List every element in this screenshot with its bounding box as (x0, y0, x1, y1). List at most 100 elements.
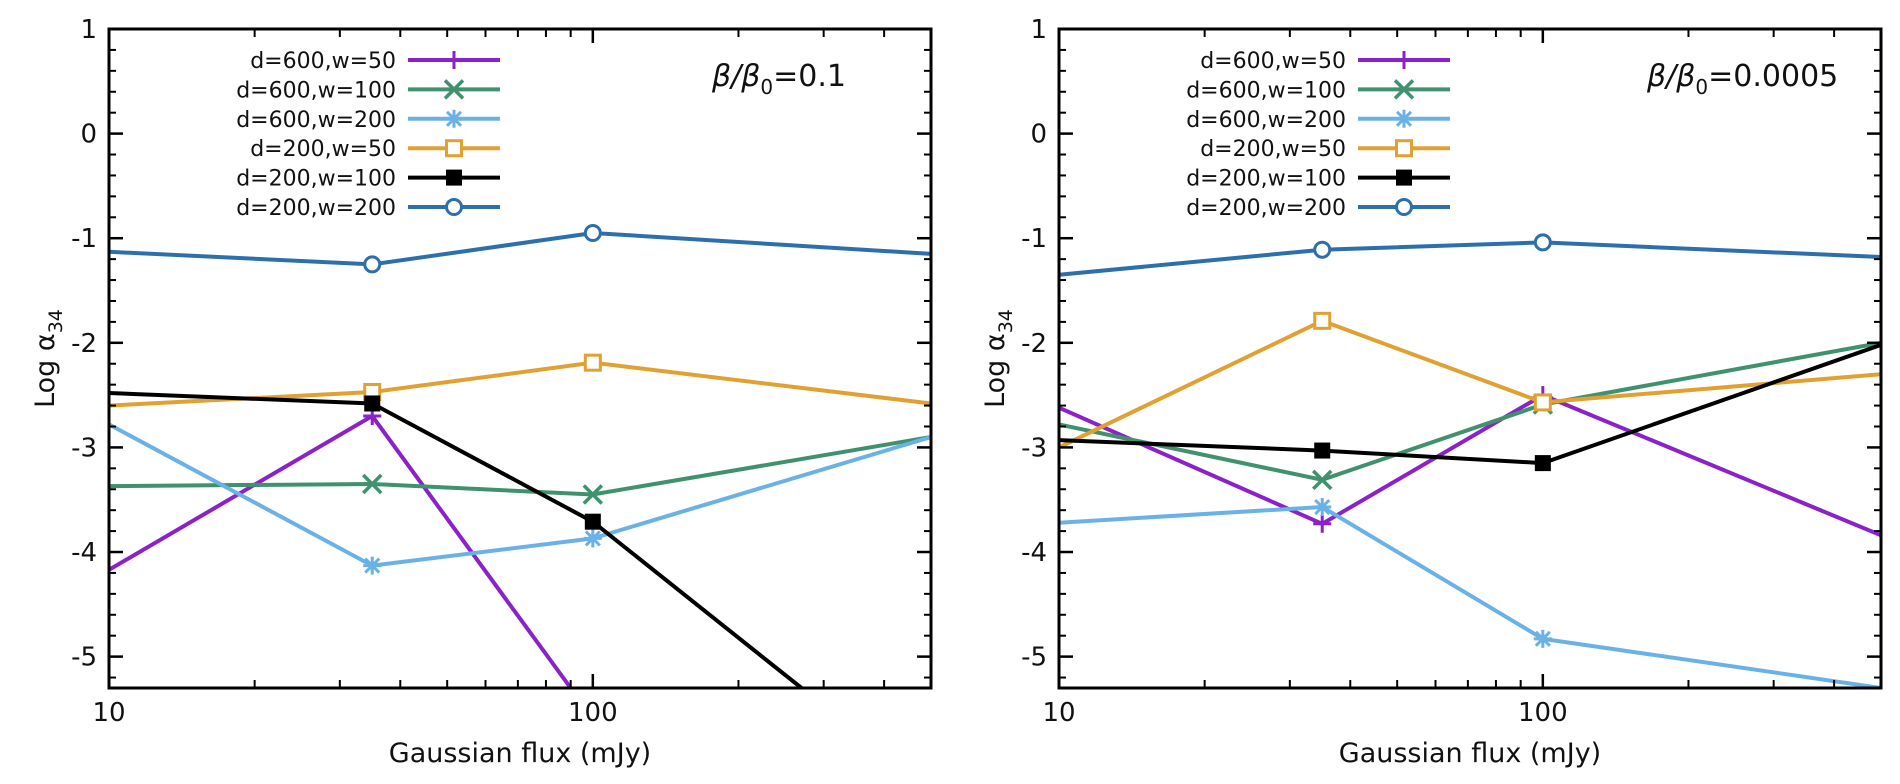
panel-1-legend-marker-5 (446, 169, 462, 186)
panel-2-series-2-point-1 (1311, 469, 1333, 491)
panel-2-plot-frame (1057, 27, 1883, 690)
panel-1-series-line-2 (109, 435, 931, 497)
panel-2-series-3 (1059, 498, 1881, 688)
panel-2-legend-label-3: d=600,w=200 (1186, 108, 1346, 133)
panel-1-series-line-5 (109, 391, 803, 688)
panel-1-series-3 (109, 422, 931, 575)
panel-2-ytick-label-4: -2 (1021, 329, 1047, 359)
panel-2-series-6 (1059, 233, 1881, 277)
panel-2-annotation-suffix: =0.0005 (1708, 59, 1838, 94)
panel-1-series-line-6 (109, 230, 931, 267)
panel-1-legend-label-4: d=200,w=50 (250, 137, 396, 162)
panel-2-ytick-label-7: -5 (1021, 643, 1047, 673)
panel-1-series-3-point-1 (363, 556, 382, 575)
panel-1-ytick-label-7: -5 (71, 643, 97, 673)
panel-1-ytick-label-1: 1 (80, 15, 97, 45)
panel-2-y-axis-title: Log α34 (980, 309, 1017, 408)
panel-2-legend-label-1: d=600,w=50 (1200, 49, 1346, 74)
panel-2-ytick-label-1: 1 (1030, 15, 1047, 45)
panel-2-y-axis-title-base: Log α (980, 333, 1011, 408)
panel-2-ytick-label-6: -4 (1021, 538, 1047, 568)
panel-2-series-line-1 (1059, 392, 1881, 538)
panel-1-ytick-label-4: -2 (71, 329, 97, 359)
panel-2-legend-label-2: d=600,w=100 (1186, 78, 1346, 103)
panel-2-series-3-point-2 (1533, 629, 1552, 648)
panel-1-annotation-suffix: =0.1 (773, 59, 846, 94)
panel-1-legend-label-6: d=200,w=200 (236, 196, 396, 221)
panel-1-series-2 (109, 435, 931, 505)
panel-2-series-5-point-1 (1314, 442, 1331, 459)
panel-2-series-2 (1059, 340, 1881, 491)
panel-2-legend-marker-4 (1395, 139, 1413, 158)
panel-1-series-6-point-2 (583, 223, 602, 242)
panel-1-annotation-prefix: β/β (711, 59, 760, 94)
panel-2-annotation-sub: 0 (1695, 75, 1708, 99)
panel-2-series-6-point-2 (1533, 233, 1552, 252)
panel-2-legend-marker-6 (1395, 198, 1413, 216)
panel-1-ytick-label-3: -1 (71, 224, 97, 254)
panel-1-legend-marker-2 (443, 79, 465, 100)
panel-2-series-4-point-1 (1313, 311, 1332, 330)
panel-2-series-line-5 (1059, 343, 1881, 466)
panel-1-legend-label-2: d=600,w=100 (236, 78, 396, 103)
panel-2-legend-marker-5 (1396, 169, 1412, 186)
panel-2-annotation: β/β0=0.0005 (1646, 59, 1838, 99)
panel-1-x-axis-title: Gaussian flux (mJy) (389, 738, 651, 769)
panel-1-legend-label-3: d=600,w=200 (236, 108, 396, 133)
panel-1-series-line-1 (109, 413, 573, 688)
panel-1-ytick-label-5: -3 (71, 433, 97, 463)
panel-1-series-6-point-1 (363, 255, 382, 274)
panel-2-series-5 (1059, 343, 1881, 472)
panel-2-legend-marker-2 (1393, 79, 1415, 100)
panel-1-legend-label-1: d=600,w=50 (250, 49, 396, 74)
panel-1-series-5-point-1 (364, 395, 381, 412)
panel-1-y-axis-title-sub: 34 (45, 309, 67, 333)
panel-2-ytick-label-2: 0 (1030, 120, 1047, 150)
panel-2-xtick-label-2: 100 (1518, 698, 1568, 728)
panel-1-y-axis-title: Log α34 (30, 309, 67, 408)
panel-1-legend-marker-3 (445, 109, 463, 128)
panel-2-legend-label-5: d=200,w=100 (1186, 167, 1346, 192)
panel-2-series-line-6 (1059, 240, 1881, 277)
panel-2-y-axis-title-sub: 34 (995, 309, 1017, 333)
panel-2-annotation-prefix: β/β (1646, 59, 1695, 94)
panel-1-annotation-sub: 0 (760, 75, 773, 99)
panel-2-series-5-point-2 (1534, 455, 1551, 472)
panel-1-xtick-label-1: 10 (92, 698, 125, 728)
panel-2-legend-label-4: d=200,w=50 (1200, 137, 1346, 162)
panel-1-ytick-label-6: -4 (71, 538, 97, 568)
panel-2-series-line-4 (1059, 318, 1881, 450)
panel-1-series-3-point-2 (583, 529, 602, 548)
panel-1-legend-marker-4 (445, 139, 463, 158)
panel-2-xtick-label-1: 10 (1042, 698, 1075, 728)
panel-1-series-2-point-2 (582, 484, 604, 505)
panel-1-y-axis-title-base: Log α (30, 333, 61, 408)
panel-2-legend: d=600,w=50 d=600,w=100 d=600,w=200 d=200,w=… (1186, 49, 1450, 221)
panel-2-series-4 (1059, 311, 1881, 450)
panel-2-series-4-point-2 (1533, 393, 1552, 412)
panel-1-xtick-label-2: 100 (568, 698, 618, 728)
panel-2-series-6-point-1 (1313, 240, 1332, 259)
panel-1-plot-frame (107, 27, 933, 690)
panel-2-series-line-2 (1059, 340, 1881, 482)
panel-1-series-4-point-2 (583, 353, 602, 372)
panel-2-legend-marker-3 (1395, 109, 1413, 128)
panel-1-legend-label-5: d=200,w=100 (236, 167, 396, 192)
panel-2-x-axis-title: Gaussian flux (mJy) (1339, 738, 1601, 769)
panel-2-ytick-label-5: -3 (1021, 433, 1047, 463)
panel-2-series-line-3 (1059, 504, 1881, 688)
panel-2-legend-label-6: d=200,w=200 (1186, 196, 1346, 221)
panel-1-series-line-3 (109, 422, 931, 568)
panel-1-series-5 (109, 391, 803, 688)
panel-1-series-5-point-2 (584, 513, 601, 530)
panel-1-legend-marker-6 (445, 198, 463, 216)
panel-1-legend: d=600,w=50 d=600,w=100 d=600,w=200 d=200,w=… (236, 49, 500, 221)
panel-1-annotation: β/β0=0.1 (711, 59, 846, 99)
panel-1-series-2-point-1 (361, 473, 383, 495)
panel-1-ytick-label-2: 0 (80, 120, 97, 150)
panel-2-ytick-label-3: -1 (1021, 224, 1047, 254)
panel-2-series-3-point-1 (1313, 498, 1332, 517)
